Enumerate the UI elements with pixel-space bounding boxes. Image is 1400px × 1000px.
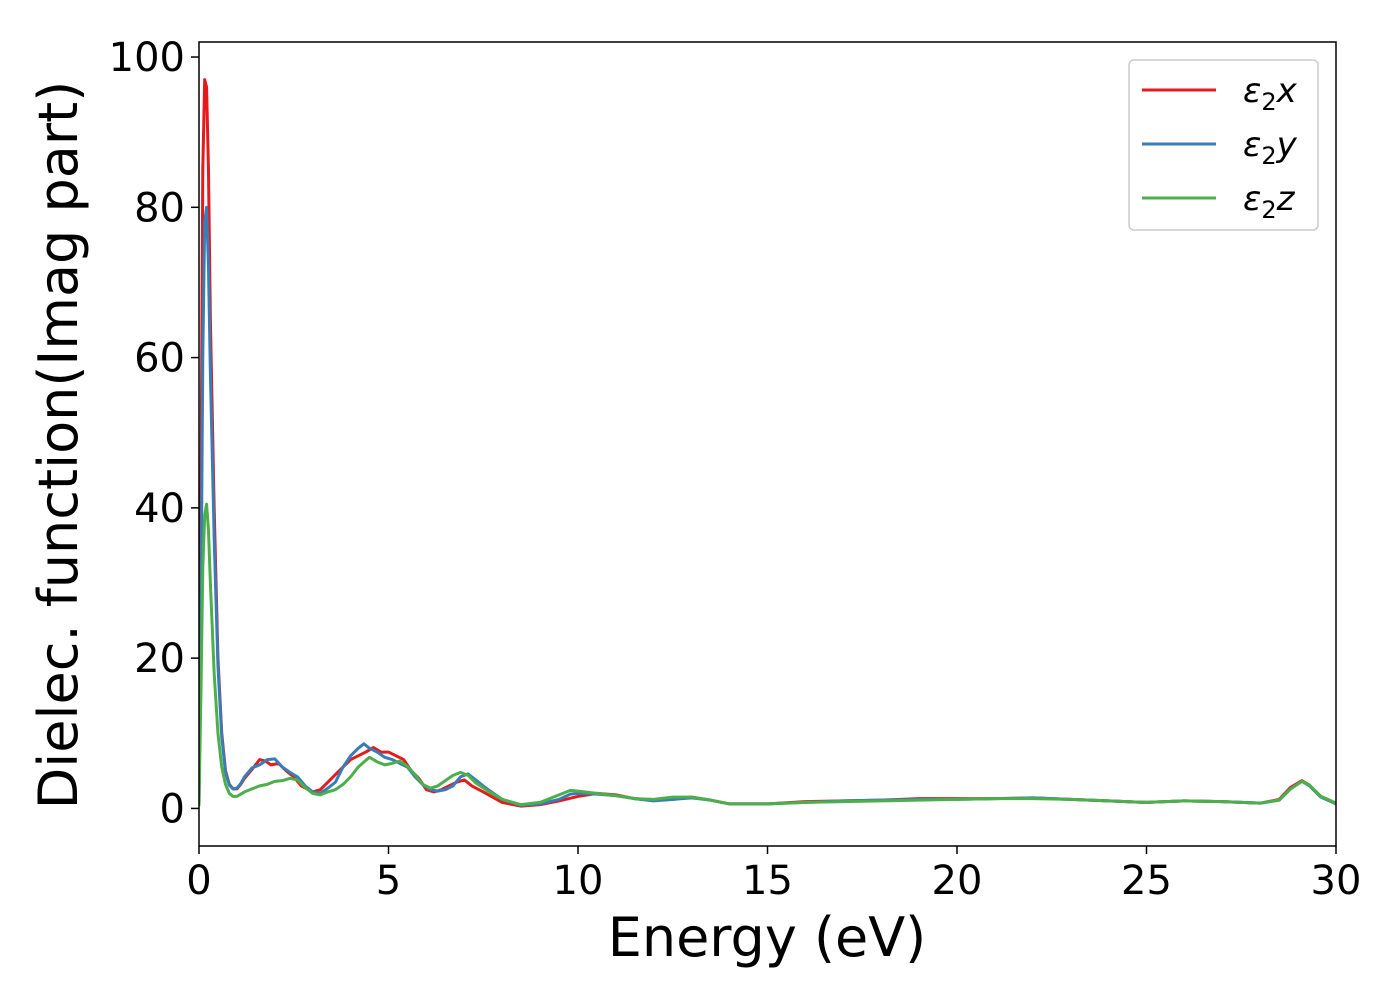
x-tick-label: 15 <box>742 858 793 904</box>
y-tick-label: 0 <box>160 786 185 832</box>
y-tick-label: 40 <box>134 486 185 532</box>
legend-box <box>1128 59 1319 231</box>
y-axis-title: Dielec. function(Imag part) <box>27 81 90 810</box>
series-line-y <box>199 205 1336 807</box>
y-axis-ticks: 0 20 40 60 80 100 <box>109 35 199 832</box>
x-tick-label: 30 <box>1311 858 1362 904</box>
x-tick-label: 0 <box>186 858 211 904</box>
y-tick-label: 100 <box>109 35 185 81</box>
legend-label-z: ε2z <box>1243 179 1296 224</box>
x-axis-ticks: 0 5 10 15 20 25 30 <box>186 846 1361 904</box>
legend-label-y: ε2y <box>1243 125 1298 170</box>
legend: ε2x ε2y ε2z <box>1128 59 1319 231</box>
x-tick-label: 25 <box>1121 858 1172 904</box>
x-tick-label: 5 <box>376 858 401 904</box>
x-axis-title: Energy (eV) <box>608 906 927 969</box>
x-tick-label: 10 <box>553 858 604 904</box>
plot-lines <box>199 78 1336 808</box>
y-tick-label: 20 <box>134 636 185 682</box>
x-tick-label: 20 <box>932 858 983 904</box>
legend-label-x: ε2x <box>1243 71 1298 116</box>
y-tick-label: 80 <box>134 185 185 231</box>
y-tick-label: 60 <box>134 336 185 382</box>
series-line-z <box>199 502 1336 807</box>
